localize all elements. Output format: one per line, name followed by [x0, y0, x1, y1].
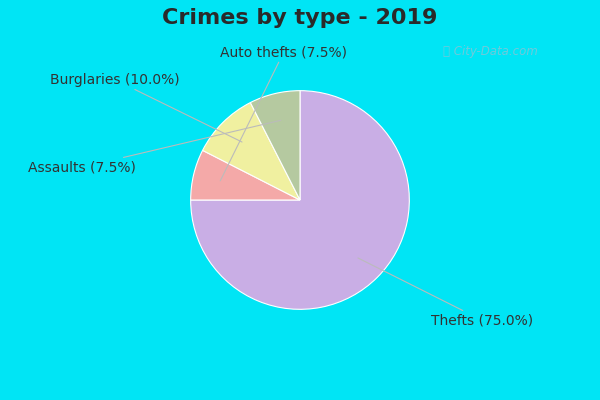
Wedge shape: [191, 91, 409, 309]
Text: ⓘ City-Data.com: ⓘ City-Data.com: [443, 45, 538, 58]
Text: Crimes by type - 2019: Crimes by type - 2019: [163, 8, 437, 28]
Text: Assaults (7.5%): Assaults (7.5%): [28, 120, 281, 174]
Text: Burglaries (10.0%): Burglaries (10.0%): [50, 73, 242, 142]
Text: Auto thefts (7.5%): Auto thefts (7.5%): [220, 45, 347, 181]
Wedge shape: [250, 91, 300, 200]
Wedge shape: [191, 150, 300, 200]
Wedge shape: [203, 102, 300, 200]
Text: Thefts (75.0%): Thefts (75.0%): [358, 258, 533, 327]
